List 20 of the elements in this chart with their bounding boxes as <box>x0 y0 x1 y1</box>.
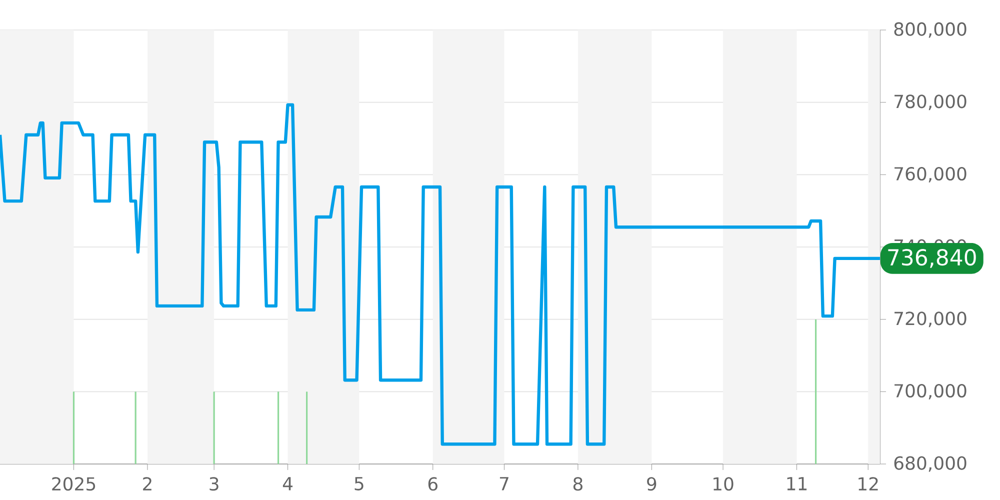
x-tick-label: 5 <box>354 477 364 490</box>
x-tick-label: 3 <box>210 477 218 491</box>
x-tick-label: 6 <box>428 477 438 491</box>
x-tick-label: 4 <box>282 477 293 490</box>
x-tick-label: 9 <box>647 477 656 491</box>
y-tick-label: 700,000 <box>894 384 966 400</box>
annotation: 736,840 <box>888 249 976 268</box>
y-tick-label: 800,000 <box>894 22 966 38</box>
y-tick-label: 760,000 <box>894 166 966 182</box>
x-tick-label: 8 <box>573 477 582 491</box>
y-tick-label: 780,000 <box>894 94 966 110</box>
y-tick-label: 720,000 <box>894 312 966 328</box>
line-series <box>0 103 880 446</box>
x-tick-label: 10 <box>714 477 734 491</box>
x-tick-label: 12 <box>858 477 878 490</box>
y-tick-label: 680,000 <box>894 456 966 472</box>
x-tick-label: 2025 <box>52 477 96 491</box>
x-tick-label: 7 <box>500 477 508 490</box>
x-tick-label: 2 <box>143 477 152 490</box>
x-tick-label: 11 <box>787 477 807 490</box>
